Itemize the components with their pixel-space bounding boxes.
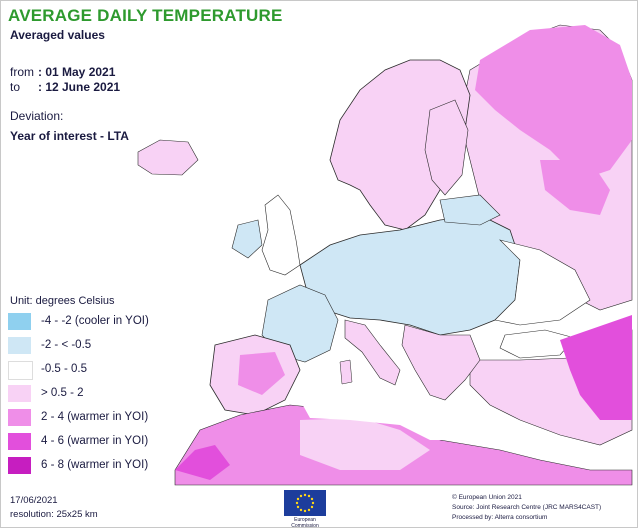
period-to: to : 12 June 2021 — [10, 80, 120, 94]
region-north-africa-light — [300, 418, 430, 470]
period-to-value: : 12 June 2021 — [38, 80, 121, 94]
eu-commission-logo: European Commission — [284, 490, 326, 529]
region-ukraine — [494, 239, 591, 326]
legend-swatch — [8, 337, 31, 354]
legend-swatch — [8, 361, 33, 380]
region-russia-patch — [540, 160, 610, 215]
credit-line: © European Union 2021 — [452, 494, 522, 501]
region-turkey-strong — [560, 315, 632, 420]
period-to-label: to — [10, 80, 21, 94]
footer-resolution: resolution: 25x25 km — [10, 509, 98, 520]
region-sardinia — [339, 359, 353, 385]
legend-unit: Unit: degrees Celsius — [10, 295, 115, 307]
region-great-britain — [261, 194, 301, 276]
region-iberia-warm — [238, 352, 285, 395]
legend-swatch — [8, 409, 31, 426]
region-black-sea — [499, 329, 576, 359]
legend-label: > 0.5 - 2 — [41, 387, 84, 399]
eu-flag-icon — [284, 490, 326, 516]
credit-line: Source: Joint Research Centre (JRC MARS4… — [452, 504, 602, 511]
region-ireland — [231, 219, 263, 259]
region-baltics — [439, 194, 501, 226]
credits: © European Union 2021 Source: Joint Rese… — [452, 493, 601, 523]
region-finland — [424, 99, 469, 196]
region-italy — [344, 319, 401, 386]
period-from: from : 01 May 2021 — [10, 65, 115, 79]
deviation-value: Year of interest - LTA — [10, 129, 129, 143]
legend-swatch — [8, 457, 31, 474]
deviation-label: Deviation: — [10, 109, 64, 123]
footer-date: 17/06/2021 — [10, 495, 58, 506]
region-north-africa-strong — [175, 445, 230, 480]
map-subtitle: Averaged values — [10, 28, 105, 42]
period-from-label: from — [10, 65, 34, 79]
region-russia-strong — [475, 25, 632, 180]
map-title: AVERAGE DAILY TEMPERATURE — [8, 6, 283, 25]
region-balkans — [401, 324, 481, 401]
credit-line: Processed by: Alterra consortium — [452, 514, 548, 521]
legend-label: -4 - -2 (cooler in YOI) — [41, 315, 149, 327]
legend-label: -0.5 - 0.5 — [41, 363, 88, 375]
period-from-value: : 01 May 2021 — [38, 65, 116, 79]
legend-swatch — [8, 433, 31, 450]
legend-label: -2 - < -0.5 — [41, 339, 92, 351]
legend-swatch — [8, 313, 31, 330]
legend-swatch — [8, 385, 31, 402]
legend-label: 2 - 4 (warmer in YOI) — [41, 411, 149, 423]
region-iceland — [137, 139, 199, 176]
legend-label: 6 - 8 (warmer in YOI) — [41, 459, 149, 471]
eu-logo-text: European Commission — [291, 517, 319, 529]
region-mediterranean — [300, 395, 470, 440]
legend-label: 4 - 6 (warmer in YOI) — [41, 435, 149, 447]
